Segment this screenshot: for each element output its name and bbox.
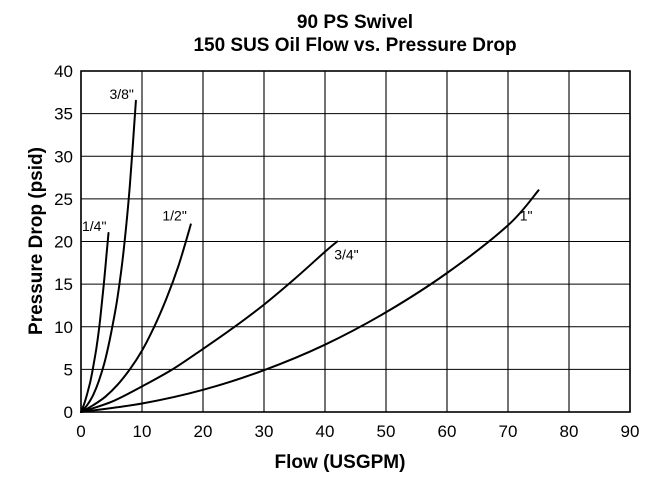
series-label: 1"	[520, 207, 533, 223]
series-label: 1/4"	[82, 218, 106, 234]
y-tick-label: 35	[54, 105, 73, 124]
series-line-2	[80, 223, 192, 413]
series-line-3	[80, 240, 339, 413]
series-line-0	[80, 232, 110, 413]
y-tick-label: 0	[64, 403, 73, 422]
x-tick-label: 90	[621, 422, 640, 441]
x-tick-label: 10	[133, 422, 152, 441]
y-tick-label: 25	[54, 190, 73, 209]
series-line-4	[80, 189, 540, 413]
series-label: 3/8"	[109, 86, 133, 102]
x-tick-label: 50	[377, 422, 396, 441]
x-tick-label: 0	[76, 422, 85, 441]
tick-labels: 0 10 20 30 40 50 60 70 80 90 0 5 10 15 20 25 30 35 40	[54, 62, 639, 441]
y-tick-label: 5	[64, 360, 73, 379]
series-labels: 3/8" 1/4" 1/2" 3/4" 1"	[82, 86, 533, 263]
y-tick-label: 10	[54, 318, 73, 337]
y-tick-label: 30	[54, 147, 73, 166]
plot-frame	[80, 70, 631, 413]
x-axis-label: Flow (USGPM)	[275, 452, 406, 473]
y-tick-label: 15	[54, 275, 73, 294]
x-tick-label: 80	[560, 422, 579, 441]
x-tick-label: 20	[194, 422, 213, 441]
series-line-1	[80, 99, 137, 413]
y-tick-label: 40	[54, 62, 73, 81]
grid	[80, 70, 631, 413]
x-tick-label: 30	[255, 422, 274, 441]
y-axis-label: Pressure Drop (psid)	[26, 147, 47, 335]
series-label: 1/2"	[162, 207, 186, 223]
chart-title: 90 PS Swivel	[297, 12, 413, 33]
y-tick-label: 20	[54, 233, 73, 252]
chart-subtitle: 150 SUS Oil Flow vs. Pressure Drop	[193, 35, 516, 56]
x-tick-label: 40	[316, 422, 335, 441]
series-label: 3/4"	[334, 247, 358, 263]
x-tick-label: 70	[499, 422, 518, 441]
x-tick-label: 60	[438, 422, 457, 441]
curves	[80, 99, 540, 413]
